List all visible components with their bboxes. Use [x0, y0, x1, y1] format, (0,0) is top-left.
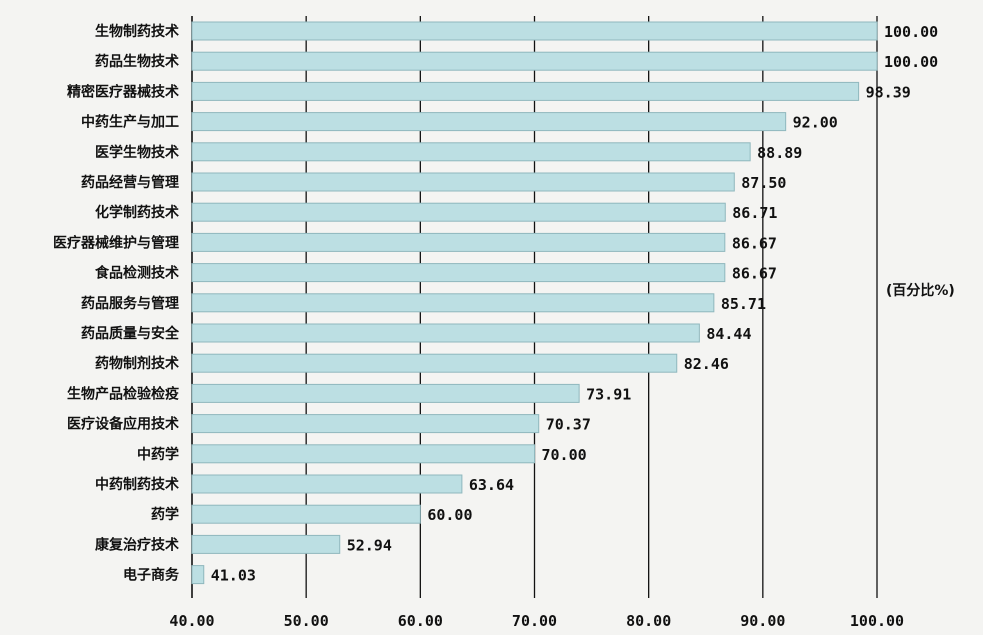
- bar: [191, 504, 421, 524]
- category-label: 药品质量与安全: [81, 325, 180, 342]
- x-tick-label: 70.00: [512, 612, 557, 630]
- value-labels: 100.00 100.00 98.39 92.00 88.89 87.50 86.71 86.…: [211, 23, 938, 585]
- data-label: 100.00: [884, 53, 938, 71]
- data-label: 86.67: [732, 234, 777, 252]
- category-labels: 生物制药技术药品生物技术精密医疗器械技术中药生产与加工医学生物技术药品经营与管理…: [53, 23, 180, 584]
- x-tick-label: 60.00: [398, 612, 443, 630]
- data-label: 98.39: [866, 83, 911, 101]
- bar: [191, 51, 878, 71]
- data-label: 82.46: [684, 355, 729, 373]
- category-label: 中药学: [137, 446, 179, 463]
- data-label: 70.37: [546, 416, 591, 434]
- data-label: 73.91: [586, 385, 631, 403]
- data-label: 85.71: [721, 295, 766, 313]
- bar: [191, 142, 751, 162]
- bar: [191, 112, 787, 132]
- category-label: 康复治疗技术: [95, 536, 179, 553]
- category-label: 食品检测技术: [95, 265, 179, 282]
- bars: [191, 21, 878, 585]
- category-label: 药学: [151, 506, 179, 523]
- bar: [191, 323, 700, 343]
- bar: [191, 202, 726, 222]
- category-label: 化学制药技术: [95, 204, 179, 221]
- data-label: 87.50: [741, 174, 786, 192]
- data-label: 100.00: [884, 23, 938, 41]
- category-label: 医疗器械维护与管理: [53, 234, 179, 251]
- bar: [191, 444, 535, 464]
- category-label: 医学生物技术: [95, 144, 179, 161]
- category-label: 药物制剂技术: [95, 355, 179, 372]
- category-label: 中药生产与加工: [81, 114, 179, 131]
- data-label: 63.64: [469, 476, 514, 494]
- bar: [191, 21, 878, 41]
- category-label: 药品服务与管理: [81, 295, 179, 312]
- bar: [191, 263, 726, 283]
- bar: [191, 81, 860, 101]
- data-label: 70.00: [542, 446, 587, 464]
- bar: [191, 565, 205, 585]
- bar: [191, 172, 735, 192]
- x-tick-label: 40.00: [169, 612, 214, 630]
- data-label: 88.89: [757, 144, 802, 162]
- x-tick-label: 90.00: [740, 612, 785, 630]
- bar: [191, 353, 678, 373]
- bar: [191, 383, 580, 403]
- x-tick-label: 100.00: [850, 612, 904, 630]
- bar: [191, 534, 341, 554]
- data-label: 41.03: [211, 567, 256, 585]
- bar: [191, 414, 540, 434]
- x-axis-ticks: 40.00 50.00 60.00 70.00 80.00 90.00 100.00: [169, 612, 904, 630]
- unit-label: (百分比%): [886, 282, 955, 299]
- bar: [191, 232, 726, 252]
- x-tick-label: 50.00: [284, 612, 329, 630]
- data-label: 52.94: [347, 536, 392, 554]
- category-label: 电子商务: [123, 567, 180, 584]
- bar: [191, 293, 715, 313]
- category-label: 药品经营与管理: [81, 174, 179, 191]
- data-label: 86.71: [732, 204, 777, 222]
- category-label: 精密医疗器械技术: [67, 83, 179, 100]
- data-label: 60.00: [427, 506, 472, 524]
- category-label: 中药制药技术: [95, 476, 179, 493]
- x-tick-label: 80.00: [626, 612, 671, 630]
- data-label: 84.44: [706, 325, 751, 343]
- category-label: 生物制药技术: [95, 23, 179, 40]
- data-label: 92.00: [793, 114, 838, 132]
- data-label: 86.67: [732, 265, 777, 283]
- category-label: 药品生物技术: [95, 53, 179, 70]
- category-label: 医疗设备应用技术: [67, 416, 179, 433]
- category-label: 生物产品检验检疫: [67, 385, 179, 402]
- bar: [191, 474, 463, 494]
